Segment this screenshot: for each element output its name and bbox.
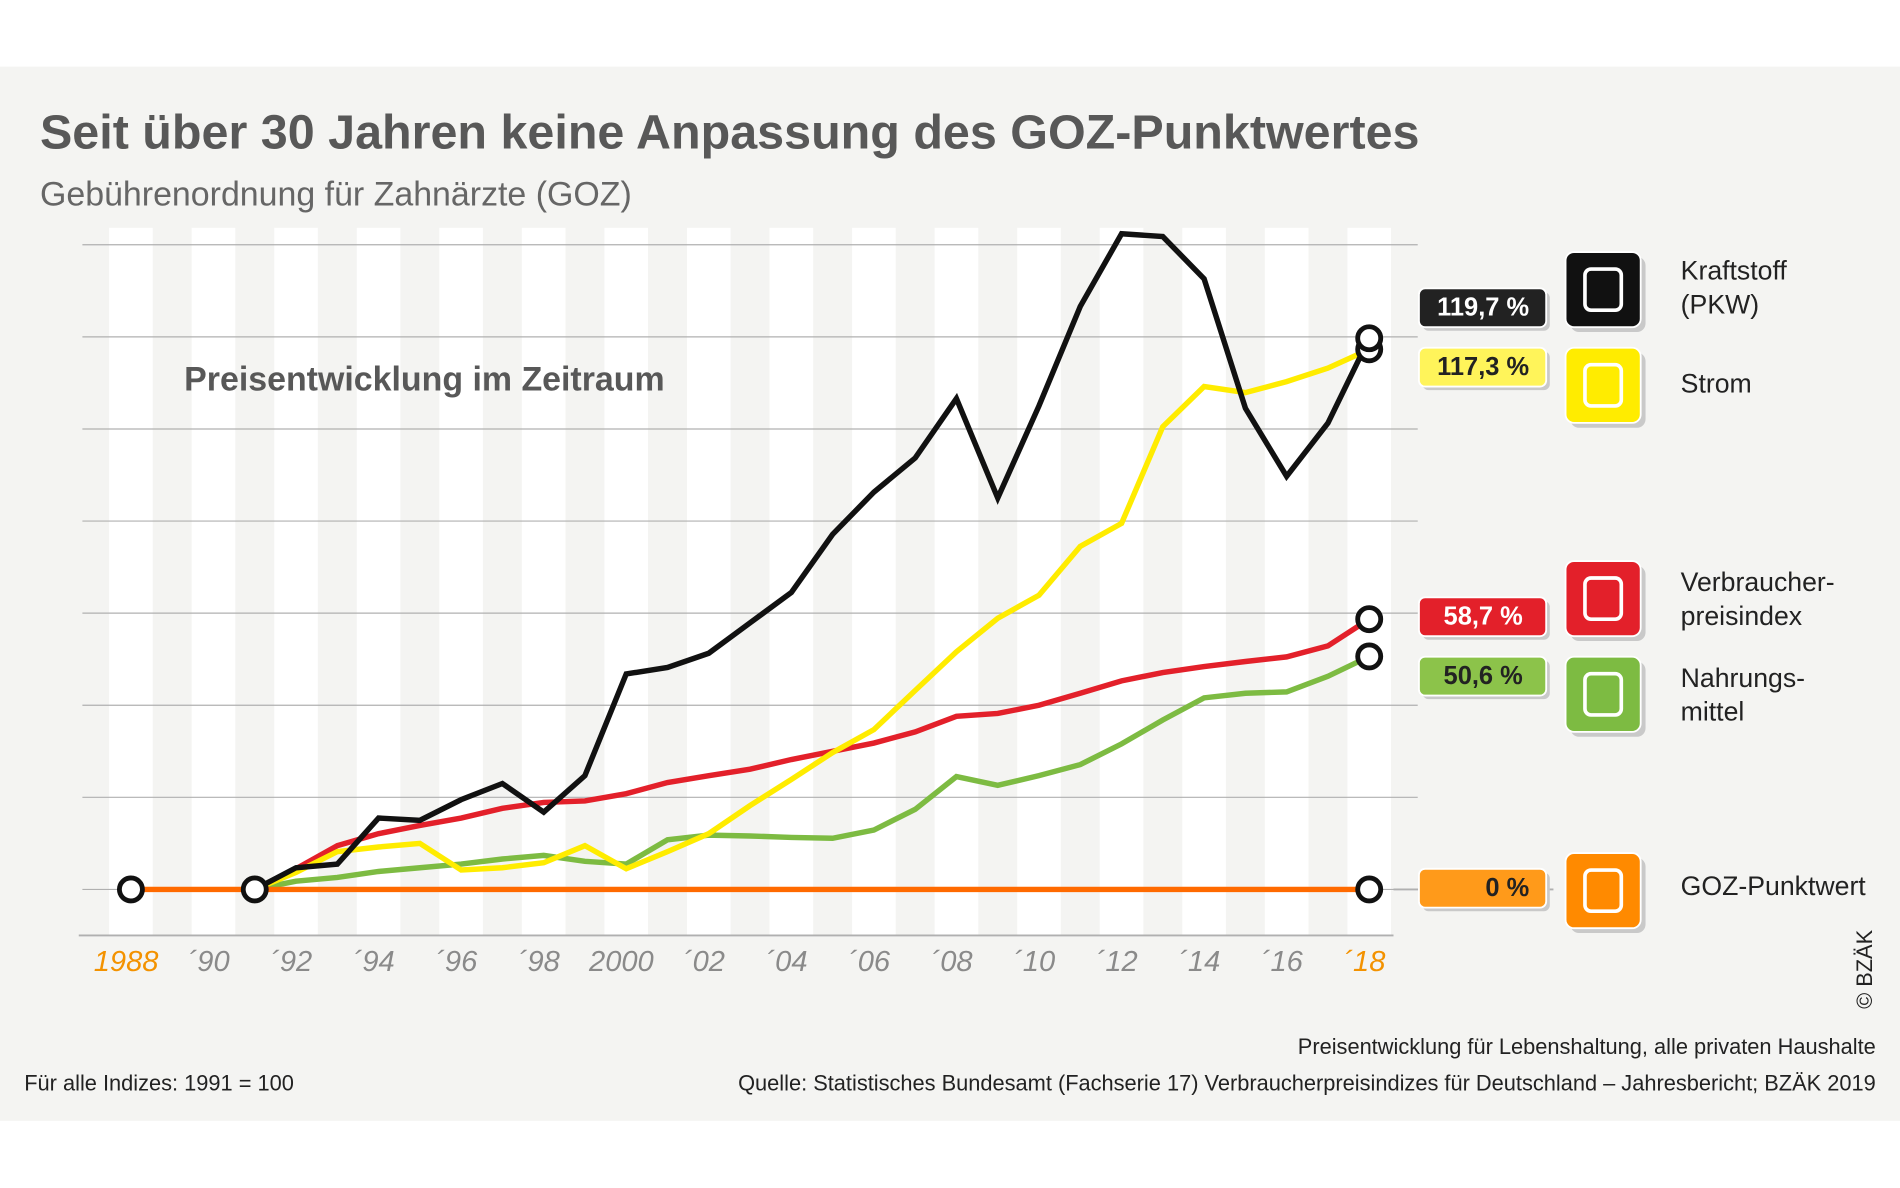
end-marker <box>240 875 269 904</box>
end-marker <box>1355 605 1384 634</box>
series-line <box>253 616 1371 892</box>
legend-label: GOZ-Punktwert <box>1681 871 1867 901</box>
value-label: 58,7 % <box>1444 603 1523 631</box>
column-stripe <box>686 227 731 936</box>
column-stripe <box>852 227 896 936</box>
icon-glyph <box>1583 576 1624 622</box>
end-marker <box>1355 324 1384 353</box>
x-tick-label: ´94 <box>353 946 395 978</box>
x-tick-label: ´10 <box>1013 946 1055 978</box>
x-tick-label: ´04 <box>765 946 807 978</box>
x-tick-label: ´06 <box>848 946 891 978</box>
x-tick-label: ´90 <box>188 946 230 978</box>
x-tick-label: ´92 <box>270 946 312 978</box>
value-label-box <box>1418 346 1548 388</box>
x-tick-label: ´18 <box>1343 946 1385 978</box>
copyright: © BZÄK <box>1852 929 1877 1009</box>
icon-glyph <box>1583 267 1624 313</box>
legend-icon <box>1564 852 1642 930</box>
legend-label: Strom <box>1681 368 1752 398</box>
icon-glyph <box>1583 671 1624 717</box>
column-stripe <box>1017 227 1061 936</box>
column-stripe <box>521 227 566 936</box>
column-stripe <box>274 227 318 936</box>
legend-icon <box>1564 251 1642 329</box>
value-label: 0 % <box>1485 874 1529 902</box>
chart-title: Seit über 30 Jahren keine Anpassung des … <box>40 106 1420 160</box>
plot-area: 1988 ´90 ´92 ´94 ´96 ´98 2000 ´02 ´04 ´06 ´08 ´10 ´1… <box>78 227 1867 978</box>
x-tick-label: ´16 <box>1261 946 1304 978</box>
legend-label: Kraftstoff (PKW) <box>1681 256 1788 320</box>
end-marker <box>1355 875 1384 904</box>
chart-subtitle: Gebührenordnung für Zahnärzte (GOZ) <box>40 175 632 213</box>
column-stripe <box>191 227 236 936</box>
x-tick-label: ´14 <box>1178 946 1220 978</box>
legend-label: Verbraucher-preisindex <box>1681 567 1835 631</box>
x-tick-label: ´02 <box>683 946 725 978</box>
x-tick-label: ´96 <box>435 946 478 978</box>
x-tick-label: 1988 <box>94 946 159 978</box>
x-tick-label: ´12 <box>1096 946 1138 978</box>
end-marker <box>116 875 145 904</box>
series-line <box>253 346 1371 892</box>
value-label: 117,3 % <box>1437 353 1529 381</box>
x-tick-label: 2000 <box>588 946 654 978</box>
value-label-box <box>1418 287 1548 329</box>
value-label: 119,7 % <box>1437 294 1529 322</box>
legend-label: Nahrungs-mittel <box>1681 663 1805 727</box>
column-stripe <box>439 227 483 936</box>
value-label-box <box>1418 867 1548 909</box>
column-stripe <box>1099 227 1144 936</box>
annotation: Preisentwicklung im Zeitraum <box>184 361 664 399</box>
footnote: Für alle Indizes: 1991 = 100 <box>24 1070 294 1095</box>
x-tick-label: ´98 <box>518 946 560 978</box>
series-line <box>254 653 1371 893</box>
icon-glyph <box>1583 362 1624 408</box>
column-stripe <box>1264 227 1309 936</box>
column-stripe <box>934 227 979 936</box>
column-stripe <box>604 227 649 936</box>
x-tick-label: ´08 <box>931 946 973 978</box>
legend-icon <box>1564 346 1642 424</box>
icon-glyph <box>1583 868 1624 914</box>
series-line <box>253 230 1372 892</box>
legend-icon <box>1564 560 1642 638</box>
column-stripe <box>1182 227 1226 936</box>
column-stripe <box>769 227 814 936</box>
value-label: 50,6 % <box>1444 662 1523 690</box>
source: Quelle: Statistisches Bundesamt (Fachser… <box>738 1070 1876 1095</box>
source: Preisentwicklung für Lebenshaltung, alle… <box>1298 1034 1876 1059</box>
column-stripe <box>109 227 153 936</box>
legend-icon <box>1564 655 1642 733</box>
value-label-box <box>1418 596 1548 638</box>
end-marker <box>1355 642 1384 671</box>
value-label-box <box>1418 655 1548 697</box>
